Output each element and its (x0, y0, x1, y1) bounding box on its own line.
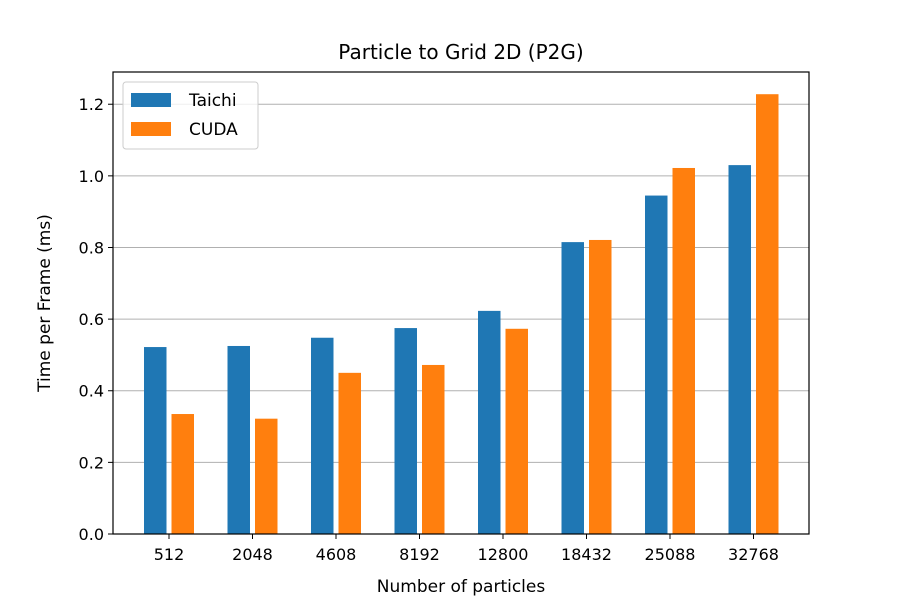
bar-taichi-2048 (227, 345, 250, 534)
bars (144, 94, 779, 535)
y-axis: 0.0 0.2 0.4 0.6 0.8 1.0 1.2 (79, 95, 113, 544)
y-tick-label: 0.8 (79, 238, 104, 257)
gridlines (113, 103, 809, 463)
legend: Taichi CUDA (122, 81, 259, 150)
bar-cuda-4608 (338, 372, 361, 534)
legend-swatch-taichi (131, 93, 171, 107)
bar-taichi-32768 (728, 165, 751, 534)
legend-label-taichi: Taichi (188, 91, 237, 111)
bar-cuda-12800 (505, 328, 528, 534)
bar-taichi-8192 (394, 328, 417, 534)
x-tick-label: 2048 (232, 545, 273, 564)
legend-label-cuda: CUDA (189, 120, 238, 140)
x-tick-label: 512 (154, 545, 185, 564)
x-tick-label: 8192 (399, 545, 440, 564)
y-axis-label: Time per Frame (ms) (35, 214, 55, 393)
bar-taichi-512 (144, 347, 167, 534)
x-tick-label: 25088 (645, 545, 696, 564)
bar-taichi-25088 (645, 195, 668, 534)
y-tick-label: 0.6 (79, 310, 104, 329)
legend-swatch-cuda (131, 122, 171, 136)
bar-cuda-25088 (672, 167, 695, 535)
plot-frame (112, 71, 810, 535)
x-tick-label: 4608 (316, 545, 357, 564)
bar-taichi-12800 (478, 310, 501, 534)
bar-taichi-4608 (311, 337, 334, 534)
x-tick-label: 12800 (478, 545, 529, 564)
chart-title: Particle to Grid 2D (P2G) (338, 40, 583, 64)
y-tick-label: 0.2 (79, 453, 104, 472)
y-tick-label: 0.4 (79, 382, 104, 401)
x-axis: 512 2048 4608 8192 12800 18432 25088 32768 (154, 534, 779, 564)
y-tick-label: 1.0 (79, 167, 104, 186)
bar-cuda-8192 (422, 364, 445, 534)
bar-cuda-512 (171, 414, 194, 534)
y-tick-label: 0.0 (79, 525, 104, 544)
bar-cuda-32768 (756, 94, 779, 534)
bar-cuda-2048 (255, 418, 278, 534)
bar-taichi-18432 (561, 242, 584, 534)
y-tick-label: 1.2 (79, 95, 104, 114)
bar-cuda-18432 (589, 239, 612, 534)
x-tick-label: 32768 (728, 545, 779, 564)
x-tick-label: 18432 (561, 545, 612, 564)
x-axis-label: Number of particles (377, 577, 546, 597)
